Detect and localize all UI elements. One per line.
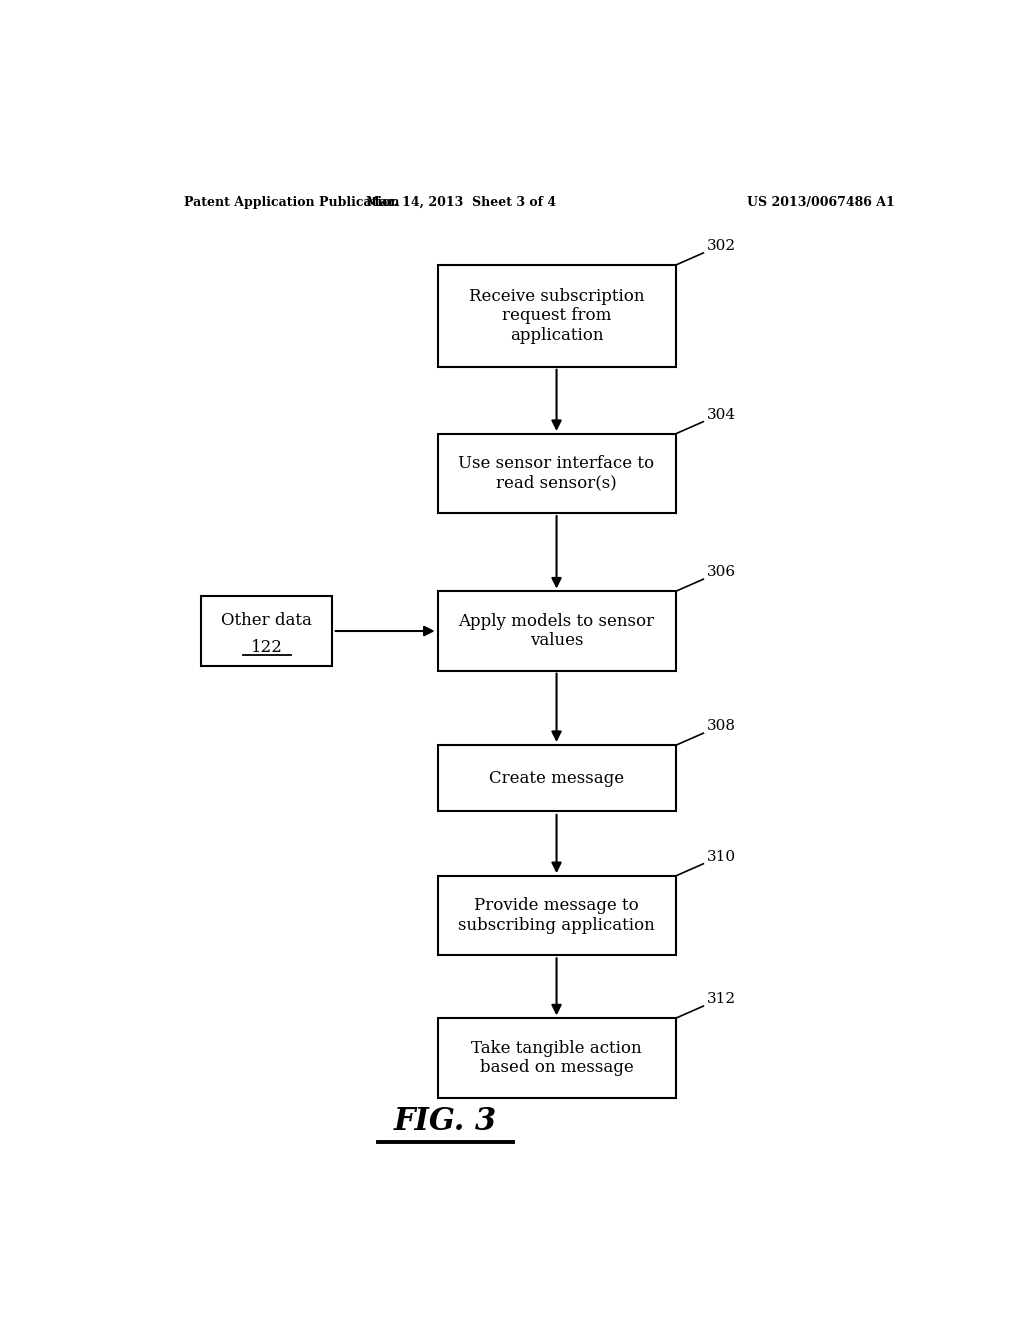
Text: 302: 302 [708, 239, 736, 253]
FancyBboxPatch shape [437, 746, 676, 812]
Text: 310: 310 [708, 850, 736, 863]
FancyBboxPatch shape [202, 597, 333, 665]
Text: 308: 308 [708, 719, 736, 733]
Text: 306: 306 [708, 565, 736, 579]
FancyBboxPatch shape [437, 265, 676, 367]
Text: Take tangible action
based on message: Take tangible action based on message [471, 1040, 642, 1076]
Text: Apply models to sensor
values: Apply models to sensor values [459, 612, 654, 649]
Text: 122: 122 [251, 639, 283, 656]
FancyBboxPatch shape [437, 591, 676, 671]
Text: Use sensor interface to
read sensor(s): Use sensor interface to read sensor(s) [459, 455, 654, 492]
Text: FIG. 3: FIG. 3 [394, 1106, 497, 1138]
Text: 312: 312 [708, 993, 736, 1006]
Text: US 2013/0067486 A1: US 2013/0067486 A1 [748, 195, 895, 209]
FancyBboxPatch shape [437, 1018, 676, 1097]
Text: 304: 304 [708, 408, 736, 421]
Text: Provide message to
subscribing application: Provide message to subscribing applicati… [458, 898, 655, 935]
FancyBboxPatch shape [437, 434, 676, 513]
Text: Other data: Other data [221, 612, 312, 630]
Text: Create message: Create message [489, 770, 624, 787]
Text: Receive subscription
request from
application: Receive subscription request from applic… [469, 288, 644, 345]
Text: Patent Application Publication: Patent Application Publication [183, 195, 399, 209]
FancyBboxPatch shape [437, 876, 676, 956]
Text: Mar. 14, 2013  Sheet 3 of 4: Mar. 14, 2013 Sheet 3 of 4 [367, 195, 556, 209]
